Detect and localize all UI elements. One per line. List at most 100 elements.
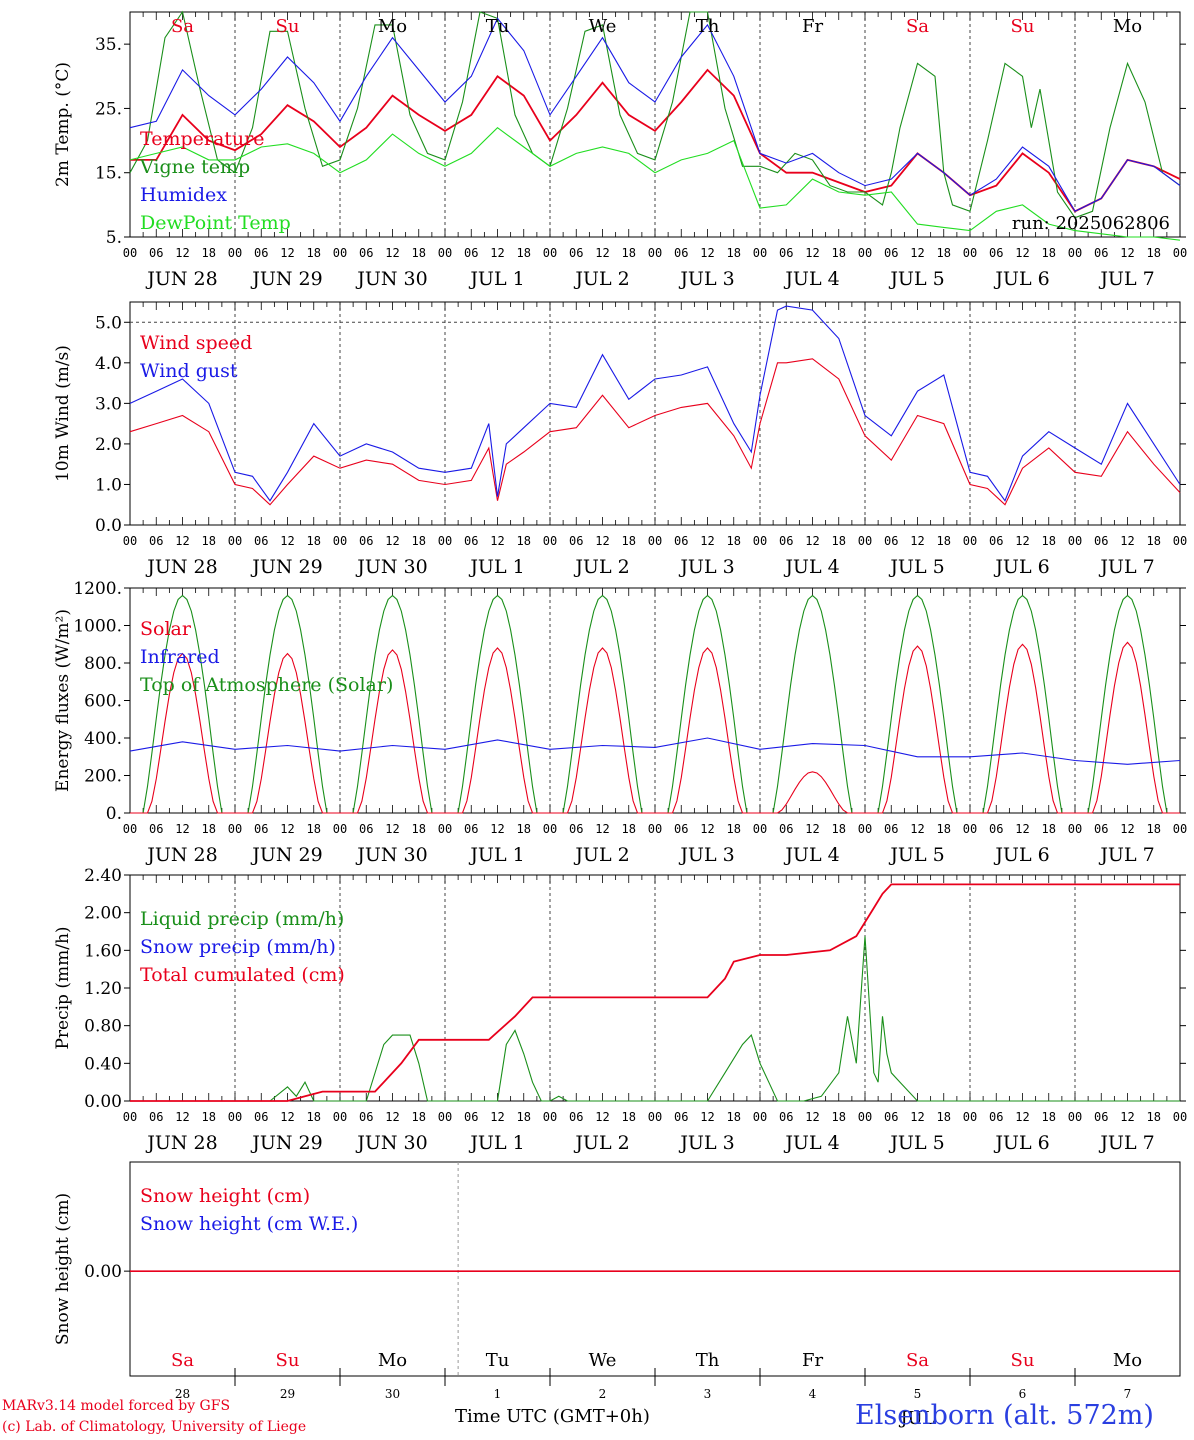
x-hour-label: 00 bbox=[963, 246, 977, 260]
y-tick-label: 0.40 bbox=[84, 1054, 122, 1074]
x-hour-label: 00 bbox=[438, 1110, 452, 1124]
x-hour-label: 00 bbox=[543, 822, 557, 836]
weekday-label-bottom: Tu bbox=[486, 1350, 510, 1371]
x-hour-label: 12 bbox=[1015, 246, 1029, 260]
x-hour-label: 12 bbox=[280, 246, 294, 260]
series-line-solar bbox=[130, 641, 1180, 814]
x-date-label: JUL 2 bbox=[573, 844, 629, 866]
weekday-label-top: Mo bbox=[378, 16, 407, 37]
x-hour-label: 12 bbox=[280, 822, 294, 836]
x-date-label: JUL 6 bbox=[993, 1132, 1049, 1154]
x-hour-label: 00 bbox=[333, 1110, 347, 1124]
x-hour-label: 18 bbox=[1042, 822, 1056, 836]
x-hour-label: 06 bbox=[674, 822, 688, 836]
x-hour-label: 06 bbox=[359, 534, 373, 548]
x-hour-label: 00 bbox=[543, 534, 557, 548]
x-hour-label: 12 bbox=[805, 246, 819, 260]
series-line-wind-speed bbox=[129, 358, 1181, 506]
x-hour-label: 12 bbox=[1015, 534, 1029, 548]
x-date-label: JUL 2 bbox=[573, 1132, 629, 1154]
weekday-label-bottom: Su bbox=[276, 1350, 300, 1371]
x-hour-label: 12 bbox=[595, 822, 609, 836]
x-hour-label: 12 bbox=[1120, 822, 1134, 836]
x-date-label: JUL 7 bbox=[1098, 268, 1154, 290]
x-hour-label: 00 bbox=[858, 822, 872, 836]
y-axis-label: Energy fluxes (W/m²) bbox=[53, 609, 73, 792]
x-hour-label: 00 bbox=[438, 246, 452, 260]
x-hour-label: 00 bbox=[228, 822, 242, 836]
x-hour-label: 06 bbox=[779, 1110, 793, 1124]
y-tick-label: 15. bbox=[95, 164, 122, 184]
x-hour-label: 12 bbox=[490, 534, 504, 548]
x-date-label: JUL 5 bbox=[888, 268, 944, 290]
x-hour-label: 06 bbox=[1094, 1110, 1108, 1124]
x-hour-label: 18 bbox=[1042, 246, 1056, 260]
x-hour-label: 18 bbox=[517, 534, 531, 548]
x-hour-label: 12 bbox=[1120, 1110, 1134, 1124]
x-hour-label: 18 bbox=[622, 534, 636, 548]
x-hour-label: 18 bbox=[517, 1110, 531, 1124]
overlay-month-label: JUL bbox=[898, 1408, 934, 1429]
run-annotation: run: 2025062806 bbox=[1012, 213, 1170, 234]
x-hour-label: 00 bbox=[753, 1110, 767, 1124]
x-hour-label: 06 bbox=[464, 822, 478, 836]
y-axis-label: Precip (mm/h) bbox=[53, 926, 73, 1049]
x-date-label: JUL 1 bbox=[468, 268, 524, 290]
x-hour-label: 00 bbox=[438, 534, 452, 548]
legend-entry: Solar bbox=[140, 618, 192, 640]
x-axis-title: Time UTC (GMT+0h) bbox=[455, 1406, 650, 1427]
x-date-label: JUN 30 bbox=[355, 1132, 427, 1154]
x-hour-label: 06 bbox=[149, 1110, 163, 1124]
x-hour-label: 12 bbox=[385, 1110, 399, 1124]
x-hour-label: 06 bbox=[149, 246, 163, 260]
x-hour-label: 06 bbox=[464, 1110, 478, 1124]
weekday-label-top: Sa bbox=[171, 16, 194, 37]
x-hour-label: 06 bbox=[149, 822, 163, 836]
weekday-label-bottom: Th bbox=[696, 1350, 720, 1371]
x-hour-label: 12 bbox=[280, 1110, 294, 1124]
x-hour-label: 12 bbox=[490, 1110, 504, 1124]
weekday-label-top: Sa bbox=[906, 16, 929, 37]
y-tick-label: 5.0 bbox=[95, 313, 122, 333]
x-hour-label: 18 bbox=[622, 822, 636, 836]
weekday-label-bottom: Mo bbox=[378, 1350, 407, 1371]
x-hour-label: 06 bbox=[149, 534, 163, 548]
x-hour-label: 00 bbox=[1173, 534, 1187, 548]
x-hour-label: 12 bbox=[385, 246, 399, 260]
x-hour-label: 18 bbox=[307, 1110, 321, 1124]
x-hour-label: 18 bbox=[832, 822, 846, 836]
x-date-label: JUN 28 bbox=[145, 1132, 217, 1154]
x-date-label: JUL 1 bbox=[468, 844, 524, 866]
x-date-label: JUN 29 bbox=[250, 556, 322, 578]
weekday-label-top: We bbox=[589, 16, 617, 37]
x-hour-label: 06 bbox=[989, 822, 1003, 836]
y-tick-label: 0.00 bbox=[84, 1092, 122, 1112]
panel-frame bbox=[129, 301, 1181, 526]
day-number-label: 3 bbox=[704, 1387, 712, 1401]
x-date-label: JUL 5 bbox=[888, 844, 944, 866]
x-date-label: JUL 1 bbox=[468, 1132, 524, 1154]
x-date-label: JUL 7 bbox=[1098, 1132, 1154, 1154]
weekday-label-top: Su bbox=[1011, 16, 1035, 37]
x-hour-label: 18 bbox=[1147, 246, 1161, 260]
x-date-label: JUL 7 bbox=[1098, 556, 1154, 578]
x-hour-label: 06 bbox=[674, 246, 688, 260]
x-hour-label: 18 bbox=[727, 1110, 741, 1124]
legend-entry: Snow height (cm W.E.) bbox=[140, 1213, 358, 1235]
y-tick-label: 0.80 bbox=[84, 1017, 122, 1037]
x-hour-label: 18 bbox=[937, 822, 951, 836]
x-hour-label: 06 bbox=[989, 1110, 1003, 1124]
x-hour-label: 00 bbox=[228, 246, 242, 260]
x-hour-label: 00 bbox=[963, 534, 977, 548]
x-hour-label: 00 bbox=[333, 822, 347, 836]
x-hour-label: 06 bbox=[1094, 534, 1108, 548]
x-date-label: JUN 29 bbox=[250, 268, 322, 290]
lab-credit: (c) Lab. of Climatology, University of L… bbox=[2, 1419, 307, 1435]
x-hour-label: 12 bbox=[490, 822, 504, 836]
x-date-label: JUN 30 bbox=[355, 556, 427, 578]
x-date-label: JUL 3 bbox=[678, 268, 734, 290]
day-number-label: 7 bbox=[1124, 1387, 1132, 1401]
x-hour-label: 18 bbox=[1042, 534, 1056, 548]
x-hour-label: 06 bbox=[779, 822, 793, 836]
day-number-label: 5 bbox=[914, 1387, 922, 1401]
